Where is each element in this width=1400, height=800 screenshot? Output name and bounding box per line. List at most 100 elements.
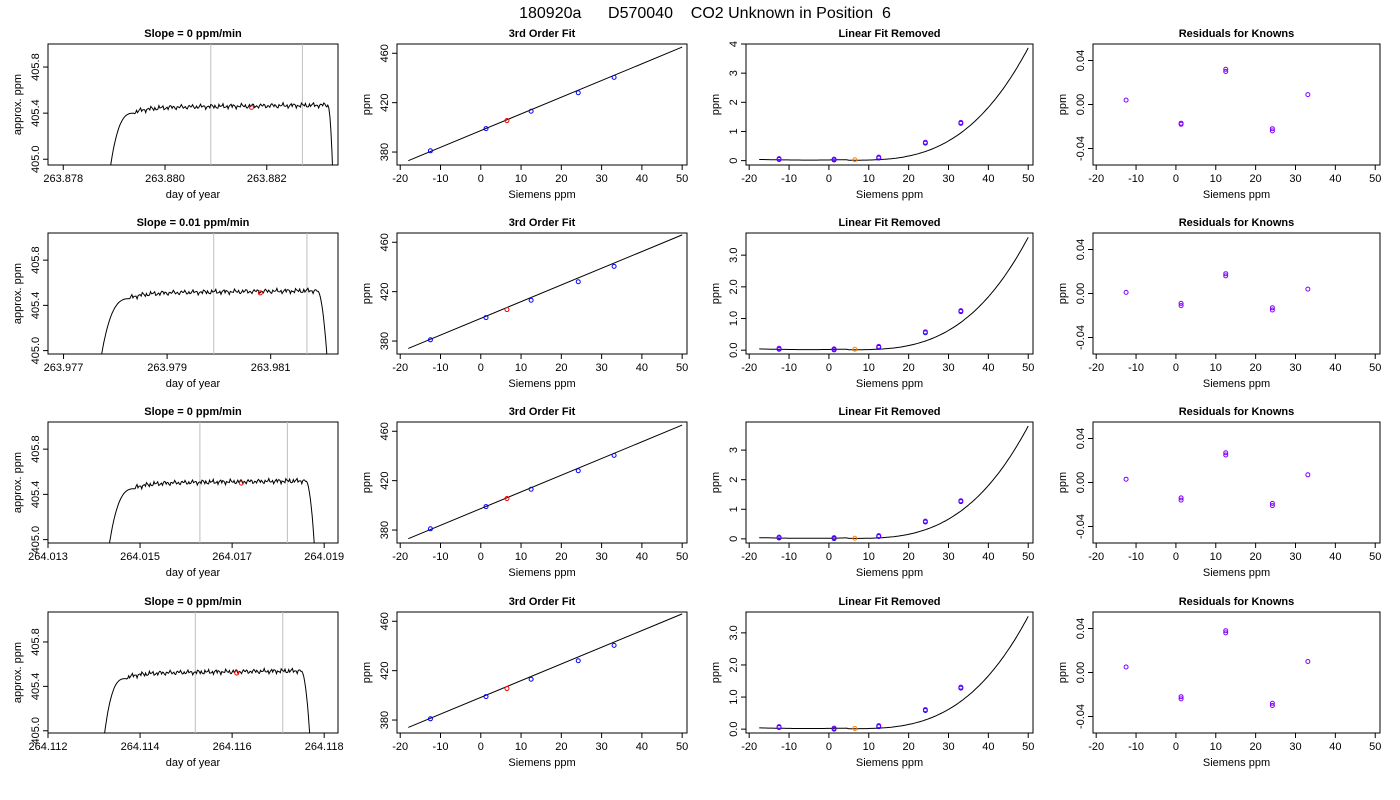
x-tick-label: 30: [595, 741, 607, 753]
panel-linrem-row2: Linear Fit Removed -20 -10 0 10 20 30 40 50 0.0 1.…: [710, 217, 1034, 390]
panel-title: 3rd Order Fit: [509, 596, 576, 608]
y-tick-label: 0.00: [1075, 283, 1087, 304]
y-tick-label: 405.8: [30, 53, 42, 81]
concentration-trace: [101, 287, 328, 354]
panel-resid-row4: Residuals for Knowns -20 -10 0 10 20 30 40 50 -0.…: [1057, 596, 1381, 769]
x-tick-label: 10: [863, 741, 875, 753]
x-tick-label: 264.019: [304, 551, 344, 563]
panel-fit-row3: 3rd Order Fit -20 -10 0 10 20 30 40 50 380 420 460 S…: [361, 406, 688, 579]
y-axis-label: ppm: [361, 94, 373, 115]
residual-point: [1123, 664, 1129, 670]
known-standard-point: [427, 337, 433, 343]
x-tick-label: 20: [1250, 362, 1262, 374]
unknown-sample-point: [504, 307, 510, 313]
x-tick-label: -20: [1088, 551, 1104, 563]
fit-line: [408, 613, 683, 728]
concentration-trace: [104, 667, 311, 733]
x-axis-label: Siemens ppm: [1203, 567, 1270, 579]
plot-area: [104, 612, 311, 733]
unknown-mean-point: [257, 290, 263, 296]
y-tick-label: 420: [379, 661, 391, 679]
panel-linrem-row4: Linear Fit Removed -20 -10 0 10 20 30 40 50 0.0 1.…: [710, 596, 1034, 769]
y-axis-label: ppm: [710, 662, 722, 683]
x-tick-label: 40: [982, 551, 994, 563]
residual-point: [1269, 307, 1275, 313]
x-tick-label: -20: [741, 362, 757, 374]
x-tick-label: 263.977: [44, 362, 84, 374]
plot-area: [408, 234, 683, 349]
x-tick-label: 40: [1329, 741, 1341, 753]
y-axis-label: ppm: [710, 283, 722, 304]
plot-area: [1123, 66, 1311, 134]
y-tick-label: 2.0: [728, 279, 740, 294]
y-tick-label: 460: [379, 44, 391, 62]
x-axis-label: Siemens ppm: [1203, 757, 1270, 769]
x-tick-label: 40: [982, 741, 994, 753]
y-tick-label: 380: [379, 521, 391, 539]
known-standard-point: [427, 526, 433, 532]
x-tick-label: -20: [1088, 173, 1104, 185]
known-standard-point: [575, 468, 581, 474]
plot-frame: [47, 43, 339, 166]
x-axis-label: day of year: [166, 567, 221, 579]
y-tick-label: -0.04: [1075, 325, 1087, 350]
x-tick-label: -10: [433, 173, 449, 185]
known-standard-point: [611, 452, 617, 458]
x-tick-label: 50: [676, 173, 688, 185]
x-tick-label: 40: [636, 551, 648, 563]
known-standard-point: [876, 723, 882, 729]
known-standard-point: [958, 119, 964, 125]
y-axis-label: ppm: [1057, 283, 1069, 304]
x-tick-label: 20: [555, 362, 567, 374]
x-tick-label: 20: [903, 362, 915, 374]
x-tick-label: 50: [676, 362, 688, 374]
x-tick-label: 264.116: [213, 741, 252, 753]
x-tick-label: 50: [1022, 362, 1034, 374]
x-tick-label: 0: [826, 741, 832, 753]
x-tick-label: 40: [636, 173, 648, 185]
plot-area: [1123, 271, 1311, 313]
known-standard-point: [528, 297, 534, 303]
x-axis-label: day of year: [166, 189, 221, 201]
x-tick-label: 10: [863, 551, 875, 563]
known-standard-point: [958, 684, 964, 690]
plot-frame: [1092, 421, 1381, 544]
panel-trace-row1: Slope = 0 ppm/min 263.878 263.880 263.882 40…: [12, 28, 339, 201]
y-axis-label: ppm: [1057, 662, 1069, 683]
x-tick-label: 264.118: [305, 741, 344, 753]
residual-point: [1223, 628, 1229, 634]
x-axis-label: Siemens ppm: [856, 189, 923, 201]
x-tick-label: 264.112: [29, 741, 68, 753]
residual-point: [1305, 659, 1311, 664]
y-tick-label: 0.0: [728, 722, 740, 737]
x-tick-label: 20: [555, 173, 567, 185]
panel-title: 3rd Order Fit: [509, 406, 576, 418]
plot-frame: [47, 421, 339, 544]
residual-point: [1223, 273, 1229, 279]
y-tick-label: -0.04: [1075, 514, 1087, 539]
residual-point: [1178, 300, 1184, 306]
plot-area: [110, 44, 333, 165]
y-tick-label: 420: [379, 93, 391, 111]
residual-point: [1269, 305, 1275, 311]
x-tick-label: 30: [595, 362, 607, 374]
x-tick-label: -10: [781, 551, 797, 563]
y-tick-label: 0.04: [1075, 618, 1087, 639]
y-tick-label: 460: [379, 612, 391, 630]
y-axis-label: ppm: [1057, 472, 1069, 493]
x-tick-label: 20: [903, 173, 915, 185]
x-tick-label: 50: [1369, 362, 1381, 374]
x-tick-label: 40: [636, 362, 648, 374]
known-standard-point: [483, 126, 489, 132]
y-axis-label: ppm: [361, 662, 373, 683]
known-standard-point: [776, 724, 782, 730]
x-tick-label: 50: [1369, 741, 1381, 753]
y-tick-label: 405.8: [30, 435, 42, 463]
y-tick-label: 0.04: [1075, 239, 1087, 260]
x-tick-label: -10: [1128, 741, 1144, 753]
plot-area: [408, 46, 683, 162]
y-tick-label: 1.0: [728, 689, 740, 704]
plot-area: [759, 616, 1029, 732]
known-standard-point: [427, 716, 433, 722]
